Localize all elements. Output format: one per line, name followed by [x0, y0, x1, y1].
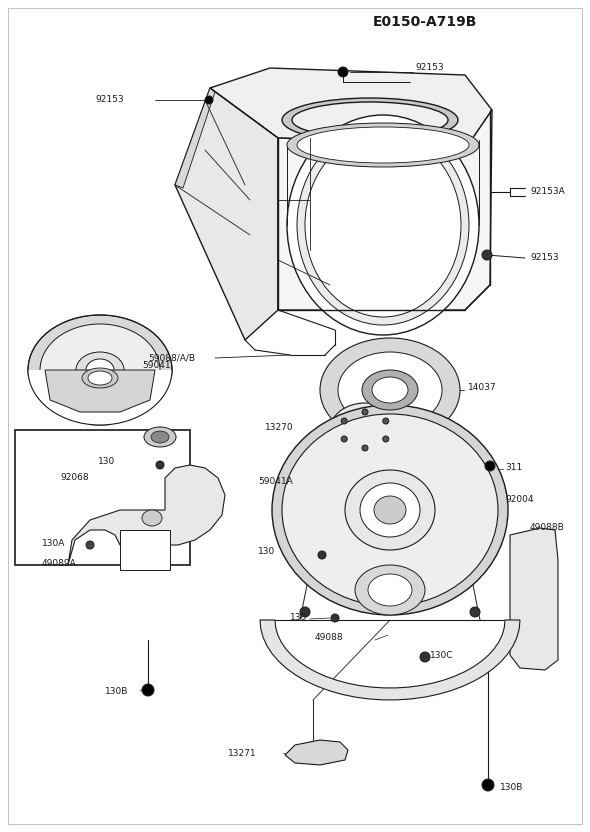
Text: 311: 311: [505, 463, 522, 473]
Bar: [120, 530, 170, 570]
Ellipse shape: [86, 359, 114, 381]
Text: 59041A: 59041A: [258, 478, 293, 487]
Ellipse shape: [151, 431, 169, 443]
Text: 130B: 130B: [500, 783, 523, 791]
Text: 13270: 13270: [265, 423, 294, 433]
Ellipse shape: [282, 414, 498, 606]
Ellipse shape: [297, 127, 469, 163]
Ellipse shape: [338, 352, 442, 428]
Ellipse shape: [142, 510, 162, 526]
Circle shape: [362, 445, 368, 451]
Text: 130: 130: [258, 547, 276, 557]
Text: 130C: 130C: [430, 651, 454, 660]
Text: 59088/A/B: 59088/A/B: [148, 354, 195, 363]
Ellipse shape: [40, 324, 160, 416]
Ellipse shape: [320, 338, 460, 442]
Circle shape: [485, 461, 495, 471]
Circle shape: [341, 418, 348, 424]
Text: 92153: 92153: [530, 254, 559, 263]
Ellipse shape: [374, 496, 406, 524]
Ellipse shape: [330, 403, 400, 457]
Circle shape: [341, 436, 348, 442]
Ellipse shape: [355, 565, 425, 615]
Ellipse shape: [144, 427, 176, 447]
Text: 92004: 92004: [505, 496, 533, 504]
Text: 49089A: 49089A: [42, 558, 77, 567]
Polygon shape: [210, 68, 492, 145]
Text: 130: 130: [98, 458, 115, 467]
Ellipse shape: [287, 115, 479, 335]
Polygon shape: [278, 110, 492, 310]
Ellipse shape: [292, 102, 448, 138]
Circle shape: [420, 652, 430, 662]
Circle shape: [470, 607, 480, 617]
Text: 14037: 14037: [468, 384, 497, 393]
Polygon shape: [510, 528, 558, 670]
Text: 49088B: 49088B: [530, 523, 565, 532]
Polygon shape: [28, 370, 172, 425]
Circle shape: [482, 250, 492, 260]
Circle shape: [331, 614, 339, 622]
Ellipse shape: [362, 370, 418, 410]
Circle shape: [156, 461, 164, 469]
Polygon shape: [68, 465, 225, 565]
Circle shape: [86, 541, 94, 549]
Circle shape: [318, 551, 326, 559]
Text: 92153A: 92153A: [530, 187, 565, 196]
Polygon shape: [285, 740, 348, 765]
Polygon shape: [175, 88, 215, 188]
Text: 130: 130: [290, 613, 307, 622]
Ellipse shape: [372, 377, 408, 403]
Circle shape: [205, 96, 213, 104]
Circle shape: [383, 436, 389, 442]
Ellipse shape: [287, 123, 479, 167]
Ellipse shape: [297, 125, 469, 325]
Bar: [15, 430, 190, 565]
Ellipse shape: [272, 405, 508, 615]
Text: 92153: 92153: [415, 63, 444, 72]
Polygon shape: [175, 88, 278, 340]
Ellipse shape: [282, 98, 458, 142]
Text: 13271: 13271: [228, 750, 257, 759]
Text: 130A: 130A: [42, 538, 65, 547]
Circle shape: [142, 684, 154, 696]
Circle shape: [300, 607, 310, 617]
Ellipse shape: [368, 574, 412, 606]
Ellipse shape: [88, 371, 112, 385]
Text: 59041: 59041: [142, 360, 171, 369]
Ellipse shape: [305, 133, 461, 317]
Text: 49088: 49088: [315, 633, 343, 642]
Ellipse shape: [76, 352, 124, 388]
Circle shape: [482, 779, 494, 791]
Text: 92068: 92068: [60, 473, 88, 483]
Text: 92153: 92153: [95, 96, 124, 105]
Polygon shape: [260, 620, 520, 700]
Circle shape: [338, 67, 348, 77]
Ellipse shape: [345, 470, 435, 550]
Ellipse shape: [28, 315, 172, 425]
Text: 130B: 130B: [105, 687, 129, 696]
Ellipse shape: [82, 368, 118, 388]
Ellipse shape: [360, 483, 420, 537]
Text: E0150-A719B: E0150-A719B: [373, 15, 477, 29]
Polygon shape: [45, 370, 155, 412]
Ellipse shape: [347, 416, 383, 444]
Circle shape: [362, 409, 368, 415]
Circle shape: [383, 418, 389, 424]
